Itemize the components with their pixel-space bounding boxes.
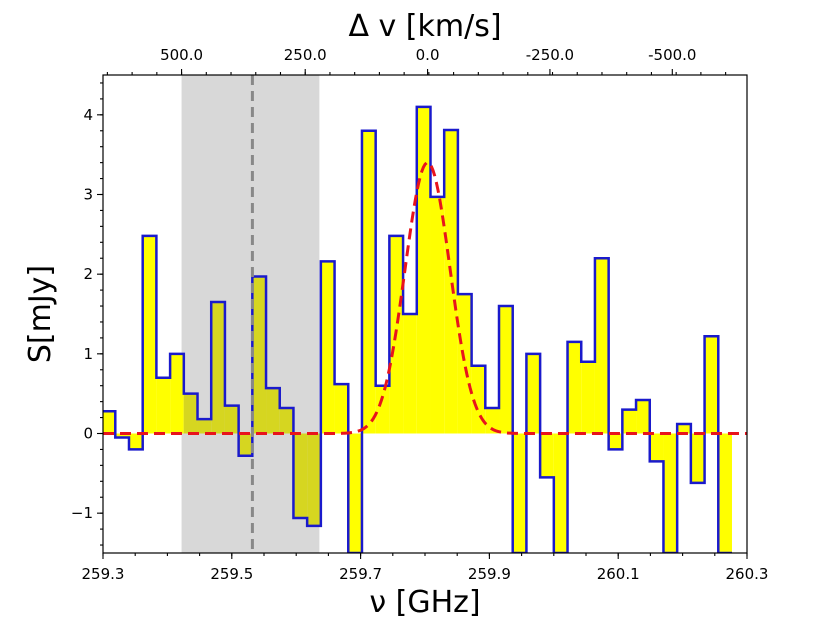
spectrum-bin [361, 130, 376, 434]
tick-label: 259.3 [82, 565, 125, 583]
spectrum-bin [266, 388, 280, 434]
spectrum-fill-group [103, 106, 732, 553]
axis-ticks: 259.3 259.5 259.7 259.9 260.1 260.3 −1 0 1 2 3 4 500… [71, 46, 769, 583]
tick-label: -500.0 [648, 46, 696, 64]
spectrum-bin [553, 433, 568, 553]
tick-label: 500.0 [160, 46, 203, 64]
spectrum-bin [649, 433, 664, 462]
spectrum-bin [375, 385, 390, 434]
spectrum-bin [704, 336, 719, 434]
spectrum-step-line [103, 105, 732, 553]
spectrum-bin [224, 405, 239, 434]
spectrum-bin [183, 393, 198, 434]
tick-label: 250.0 [284, 46, 327, 64]
spectrum-bin [677, 423, 691, 434]
spectrum-bin [567, 341, 582, 434]
spectrum-bin [444, 129, 458, 434]
spectrum-bin [320, 261, 335, 434]
tick-label: 259.7 [339, 565, 382, 583]
spectrum-bin [499, 306, 513, 434]
tick-label: 4 [83, 106, 93, 124]
spectrum-bin [485, 408, 500, 434]
spectrum-bin [403, 314, 417, 434]
spectrum-bin [540, 433, 554, 478]
spectrum-bin [430, 196, 445, 434]
tick-label: 1 [83, 345, 93, 363]
spectrum-bin [211, 302, 225, 434]
spectrum-bin [279, 408, 294, 434]
spectrum-bin [416, 106, 431, 434]
y-axis-title: S[mJy] [23, 265, 58, 363]
plot-area [103, 75, 747, 553]
gaussian-fit-curve [103, 161, 747, 435]
spectrum-bin [252, 276, 267, 434]
spectrum-bin [142, 235, 157, 434]
spectrum-bin [238, 433, 253, 456]
spectrum-bin [348, 433, 362, 553]
spectrum-bin [594, 258, 609, 434]
spectrum-bin [293, 433, 308, 518]
spectrum-bin [581, 361, 595, 434]
tick-label: 260.1 [597, 565, 640, 583]
spectrum-bin [622, 409, 637, 434]
spectrum-bin [663, 433, 678, 553]
tick-label: 0.0 [416, 46, 440, 64]
spectrum-bin [526, 353, 541, 434]
tick-label: 260.3 [726, 565, 769, 583]
tick-label: 259.9 [468, 565, 511, 583]
tick-label: 0 [83, 425, 93, 443]
spectrum-bin [636, 400, 650, 434]
spectrum-bin [307, 433, 321, 526]
spectrum-bin [334, 384, 349, 434]
tick-label: 259.5 [210, 565, 253, 583]
spectrum-bin [128, 433, 143, 450]
spectrum-bin [608, 433, 623, 450]
spectrum-bin [718, 433, 732, 553]
tick-label: −1 [71, 504, 93, 522]
spectrum-bin [690, 433, 705, 483]
spectrum-bin [170, 353, 184, 434]
spectrum-bin [156, 377, 171, 434]
spectrum-bin [197, 419, 212, 434]
top-x-axis-title: Δ v [km/s] [348, 9, 501, 44]
spectrum-bin [457, 294, 472, 434]
tick-label: 2 [83, 265, 93, 283]
tick-label: -250.0 [526, 46, 574, 64]
spectrum-bin [512, 433, 527, 553]
x-axis-title: ν [GHz] [369, 585, 480, 620]
tick-label: 3 [83, 186, 93, 204]
spectrum-bin [115, 433, 129, 438]
spectrum-bin [103, 411, 116, 434]
